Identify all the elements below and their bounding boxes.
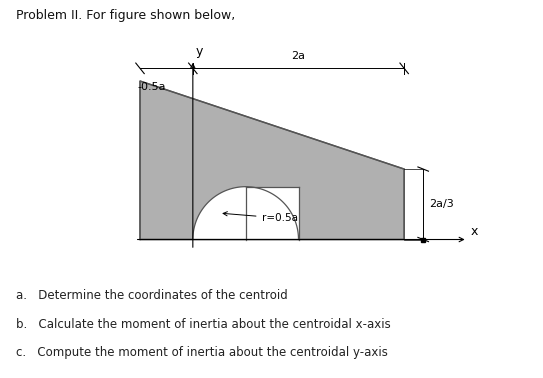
Text: x: x — [471, 225, 478, 239]
Text: y: y — [196, 45, 204, 58]
Polygon shape — [140, 81, 404, 240]
Polygon shape — [245, 187, 299, 240]
Text: b.   Calculate the moment of inertia about the centroidal x-axis: b. Calculate the moment of inertia about… — [16, 318, 391, 330]
Text: c.   Compute the moment of inertia about the centroidal y-axis: c. Compute the moment of inertia about t… — [16, 346, 388, 359]
Text: r=0.5a: r=0.5a — [223, 212, 298, 223]
Polygon shape — [193, 187, 299, 240]
Text: 2a/3: 2a/3 — [430, 199, 454, 209]
Text: -0.5a: -0.5a — [138, 82, 166, 92]
Text: a.   Determine the coordinates of the centroid: a. Determine the coordinates of the cent… — [16, 289, 288, 302]
Text: 2a: 2a — [292, 51, 306, 61]
Text: Problem II. For figure shown below,: Problem II. For figure shown below, — [16, 9, 236, 22]
